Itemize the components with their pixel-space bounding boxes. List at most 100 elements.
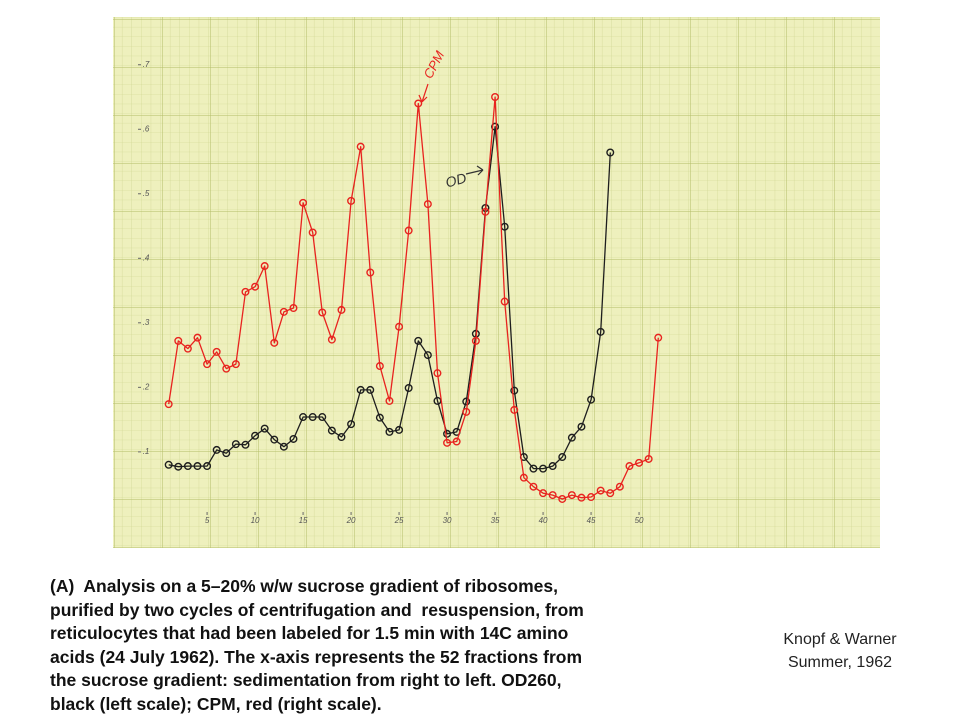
data-point bbox=[347, 420, 356, 429]
data-point bbox=[270, 338, 279, 347]
annotation: OD bbox=[444, 170, 468, 191]
data-point bbox=[327, 426, 336, 435]
y-tick-label: .2 bbox=[143, 382, 150, 391]
x-tick-label: 5 bbox=[205, 516, 210, 525]
data-point bbox=[577, 422, 586, 431]
data-point bbox=[423, 200, 432, 209]
data-point bbox=[203, 360, 212, 369]
data-point bbox=[356, 385, 365, 394]
data-point bbox=[452, 437, 461, 446]
data-point bbox=[462, 407, 471, 416]
data-point bbox=[404, 226, 413, 235]
data-point bbox=[625, 462, 634, 471]
data-point bbox=[414, 336, 423, 345]
data-point bbox=[385, 427, 394, 436]
data-point bbox=[404, 383, 413, 392]
data-point bbox=[270, 435, 279, 444]
text-line: reticulocytes that had been labeled for … bbox=[50, 623, 569, 643]
data-point bbox=[510, 405, 519, 414]
data-point bbox=[654, 333, 663, 342]
data-point bbox=[567, 433, 576, 442]
data-point bbox=[414, 99, 423, 108]
data-point bbox=[529, 482, 538, 491]
data-point bbox=[279, 307, 288, 316]
data-point bbox=[231, 360, 240, 369]
data-point bbox=[587, 395, 596, 404]
y-tick-label: .7 bbox=[143, 60, 150, 69]
data-point bbox=[222, 364, 231, 373]
data-point bbox=[395, 425, 404, 434]
data-point bbox=[327, 335, 336, 344]
y-tick-label: .5 bbox=[143, 189, 150, 198]
data-point bbox=[289, 303, 298, 312]
data-point bbox=[279, 442, 288, 451]
data-point bbox=[174, 462, 183, 471]
data-point bbox=[395, 322, 404, 331]
data-point bbox=[193, 333, 202, 342]
x-tick-label: 10 bbox=[251, 516, 260, 525]
x-tick-label: 20 bbox=[346, 516, 356, 525]
y-tick-label: .1 bbox=[143, 447, 150, 456]
data-point bbox=[337, 433, 346, 442]
data-point bbox=[539, 464, 548, 473]
data-point bbox=[510, 386, 519, 395]
data-point bbox=[241, 287, 250, 296]
data-point bbox=[558, 453, 567, 462]
data-point bbox=[183, 462, 192, 471]
data-point bbox=[212, 445, 221, 454]
series-line bbox=[168, 96, 659, 500]
x-tick-label: 40 bbox=[539, 516, 548, 525]
data-point bbox=[423, 351, 432, 360]
data-point bbox=[318, 413, 327, 422]
data-point bbox=[606, 148, 615, 157]
data-point bbox=[491, 93, 500, 102]
data-point bbox=[222, 449, 231, 458]
data-point bbox=[548, 491, 557, 500]
x-tick-label: 35 bbox=[491, 516, 500, 525]
data-point bbox=[567, 491, 576, 500]
x-tick-label: 30 bbox=[443, 516, 452, 525]
data-point bbox=[587, 493, 596, 502]
data-point bbox=[596, 486, 605, 495]
data-point bbox=[299, 198, 308, 207]
data-point bbox=[366, 268, 375, 277]
data-point bbox=[462, 397, 471, 406]
annotation-arrow bbox=[418, 83, 429, 103]
graph-grid bbox=[113, 17, 880, 548]
data-point bbox=[615, 482, 624, 491]
data-point bbox=[481, 207, 490, 216]
annotation-arrow bbox=[465, 165, 484, 176]
data-point bbox=[644, 454, 653, 463]
data-point bbox=[539, 489, 548, 498]
text-line: (A) Analysis on a 5–20% w/w sucrose grad… bbox=[50, 576, 558, 596]
text-line: the sucrose gradient: sedimentation from… bbox=[50, 670, 562, 690]
data-point bbox=[260, 424, 269, 433]
data-point bbox=[548, 462, 557, 471]
data-point bbox=[519, 473, 528, 482]
data-point bbox=[356, 142, 365, 151]
data-point bbox=[212, 347, 221, 356]
data-point bbox=[635, 458, 644, 467]
data-point bbox=[251, 282, 260, 291]
data-point bbox=[366, 385, 375, 394]
data-point bbox=[577, 493, 586, 502]
text-line: black (left scale); CPM, red (right scal… bbox=[50, 693, 382, 714]
x-tick-label: 15 bbox=[299, 516, 308, 525]
data-point bbox=[471, 336, 480, 345]
y-tick-label: .3 bbox=[143, 318, 150, 327]
x-tick-label: 45 bbox=[587, 516, 596, 525]
caption: (A) Analysis on a 5–20% w/w sucrose grad… bbox=[50, 575, 730, 716]
y-tick-label: .6 bbox=[143, 124, 150, 133]
data-point bbox=[529, 464, 538, 473]
text-line: Knopf & Warner bbox=[783, 631, 897, 648]
data-point bbox=[606, 489, 615, 498]
data-point bbox=[385, 396, 394, 405]
data-point bbox=[596, 327, 605, 336]
data-point bbox=[241, 440, 250, 449]
data-point bbox=[308, 228, 317, 237]
data-point bbox=[251, 431, 260, 440]
data-point bbox=[558, 494, 567, 503]
